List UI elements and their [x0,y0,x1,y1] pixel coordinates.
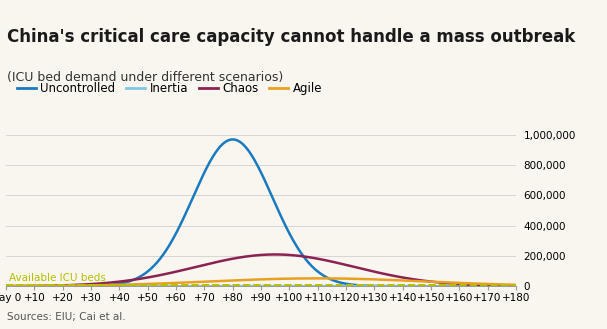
Text: (ICU bed demand under different scenarios): (ICU bed demand under different scenario… [7,71,283,84]
Text: China's critical care capacity cannot handle a mass outbreak: China's critical care capacity cannot ha… [7,28,575,46]
Text: Sources: EIU; Cai et al.: Sources: EIU; Cai et al. [7,313,126,322]
Legend: Uncontrolled, Inertia, Chaos, Agile: Uncontrolled, Inertia, Chaos, Agile [12,77,327,100]
Text: Available ICU beds: Available ICU beds [9,273,106,283]
